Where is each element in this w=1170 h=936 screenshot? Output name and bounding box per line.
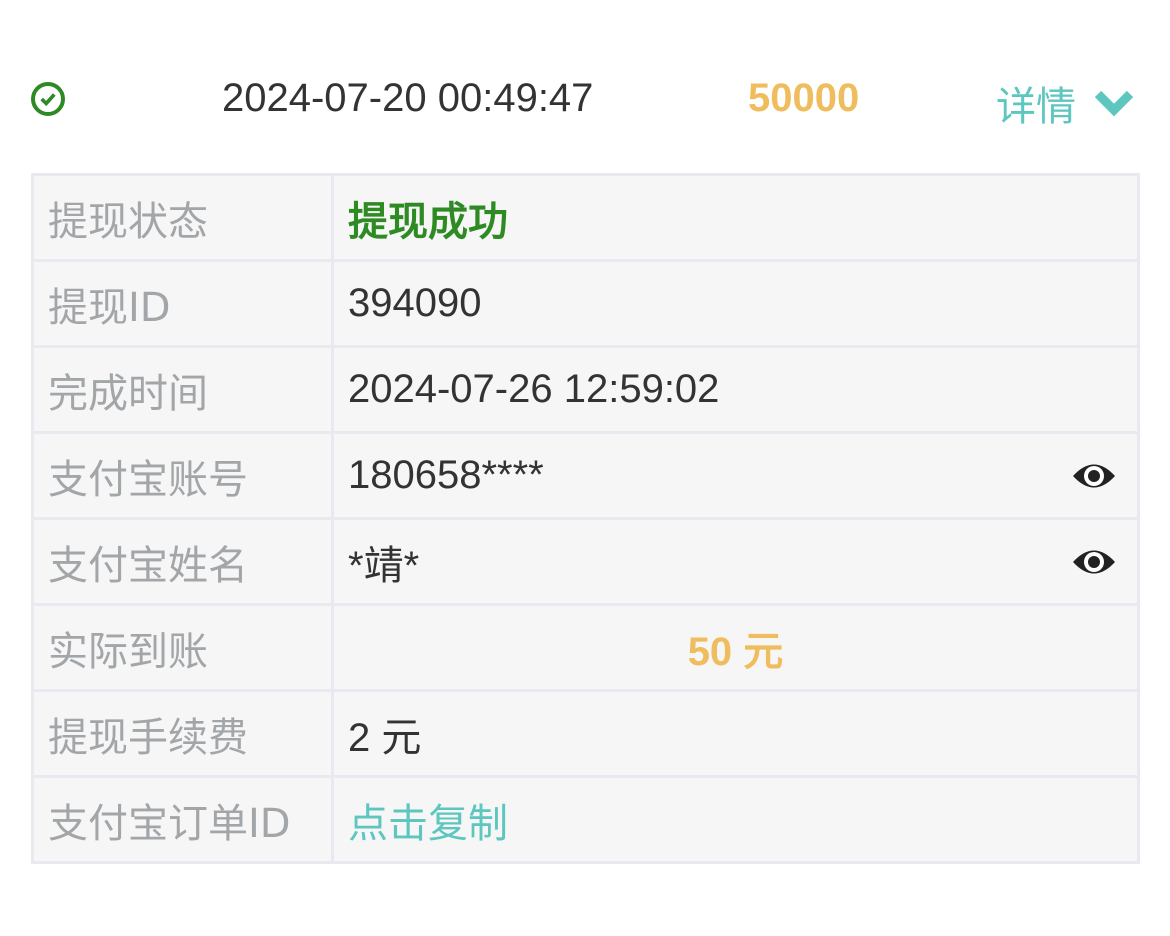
alipay-name-cell: *靖* xyxy=(331,517,1140,606)
withdrawal-time: 2024-07-20 00:49:47 xyxy=(222,76,594,120)
copy-order-id-link[interactable]: 点击复制 xyxy=(331,775,1140,864)
completion-time-value: 2024-07-26 12:59:02 xyxy=(331,345,1140,434)
chevron-down-icon xyxy=(1094,90,1134,117)
table-row: 提现状态 提现成功 xyxy=(31,173,1140,262)
withdrawal-header: 2024-07-20 00:49:47 50000 详情 xyxy=(0,60,1170,144)
alipay-account-cell: 180658**** xyxy=(331,431,1140,520)
fee-value: 2 元 xyxy=(331,689,1140,778)
details-toggle[interactable]: 详情 xyxy=(996,74,1134,132)
alipay-account-value: 180658**** xyxy=(348,453,544,497)
table-row: 支付宝订单ID 点击复制 xyxy=(31,775,1140,864)
details-label: 详情 xyxy=(996,84,1076,130)
withdrawal-amount: 50000 xyxy=(748,76,860,120)
row-label: 支付宝姓名 xyxy=(31,517,334,606)
withdrawal-details-table: 提现状态 提现成功 提现ID 394090 完成时间 2024-07-26 12… xyxy=(31,173,1140,864)
table-row: 支付宝姓名 *靖* xyxy=(31,517,1140,606)
table-row: 支付宝账号 180658**** xyxy=(31,431,1140,520)
row-label: 提现状态 xyxy=(31,173,334,262)
row-label: 完成时间 xyxy=(31,345,334,434)
withdrawal-id-value: 394090 xyxy=(331,259,1140,348)
row-label: 提现ID xyxy=(31,259,334,348)
eye-icon[interactable] xyxy=(1071,545,1117,579)
row-label: 支付宝账号 xyxy=(31,431,334,520)
table-row: 提现ID 394090 xyxy=(31,259,1140,348)
row-label: 提现手续费 xyxy=(31,689,334,778)
status-value: 提现成功 xyxy=(331,173,1140,262)
alipay-name-value: *靖* xyxy=(348,543,420,588)
row-label: 支付宝订单ID xyxy=(31,775,334,864)
row-label: 实际到账 xyxy=(31,603,334,692)
table-row: 完成时间 2024-07-26 12:59:02 xyxy=(31,345,1140,434)
actual-received-value: 50 元 xyxy=(331,603,1140,692)
table-row: 实际到账 50 元 xyxy=(31,603,1140,692)
check-circle-icon xyxy=(31,82,65,116)
eye-icon[interactable] xyxy=(1071,459,1117,493)
table-row: 提现手续费 2 元 xyxy=(31,689,1140,778)
